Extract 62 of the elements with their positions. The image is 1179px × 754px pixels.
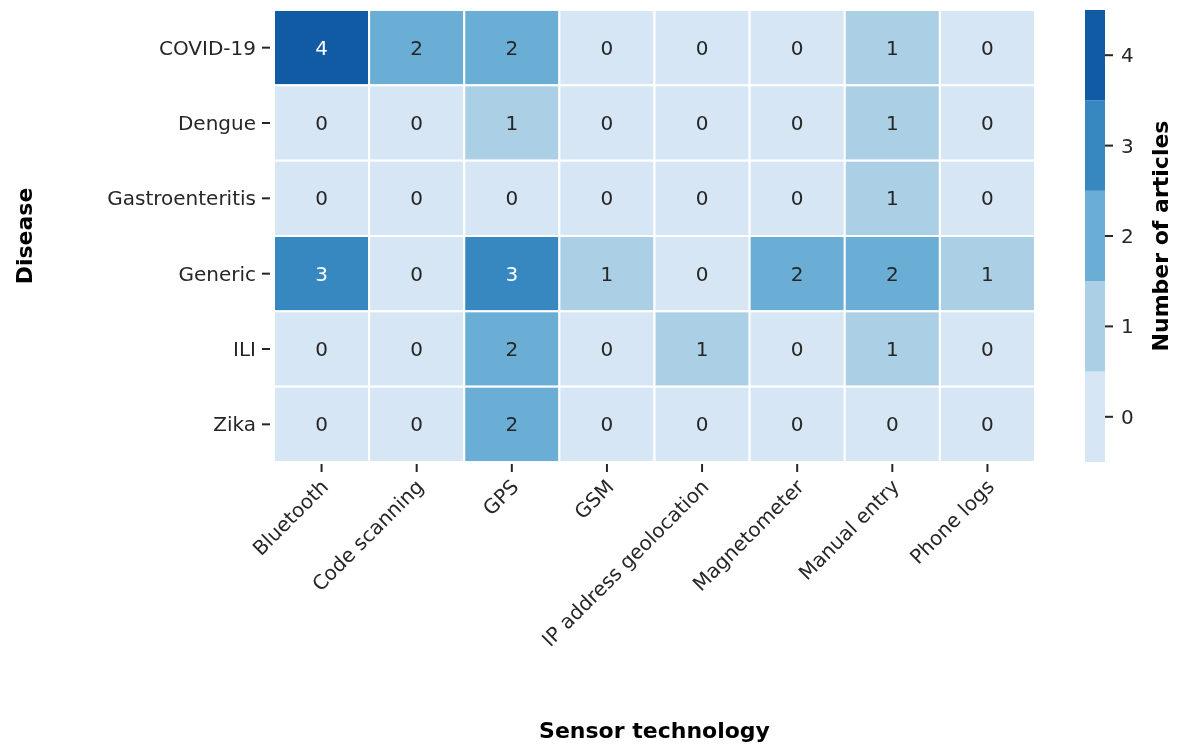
data-label: 0 [695, 35, 709, 60]
data-label: 1 [885, 35, 899, 60]
data-label: 0 [410, 186, 424, 211]
data-label: 3 [315, 261, 328, 286]
color-bar-label: 0 [1121, 404, 1134, 429]
data-label: 0 [695, 412, 709, 437]
y-tick-label: ILI [233, 337, 256, 361]
data-label: 0 [410, 412, 424, 437]
y-tick-label: Generic [178, 261, 256, 286]
data-label: 1 [505, 111, 519, 135]
data-label: 0 [790, 337, 804, 361]
data-label: 1 [981, 261, 994, 286]
data-label: 0 [600, 186, 614, 211]
data-label: 0 [695, 186, 709, 211]
y-axis-title: Disease [12, 187, 37, 285]
data-label: 0 [981, 35, 994, 60]
data-label: 0 [600, 412, 614, 437]
data-label: 0 [315, 412, 328, 437]
data-label: 3 [505, 261, 519, 286]
data-label: 2 [790, 261, 804, 286]
data-label: 0 [981, 111, 994, 135]
data-label: 0 [315, 111, 328, 135]
data-label: 0 [695, 261, 709, 286]
data-label: 0 [790, 111, 804, 135]
color-bar-label: 3 [1121, 133, 1134, 158]
data-label: 2 [505, 35, 519, 60]
x-axis-title: Sensor technology [539, 718, 770, 743]
y-tick-label: Gastroenteritis [107, 186, 256, 211]
data-label: 0 [981, 186, 994, 211]
data-label: 0 [981, 412, 994, 437]
data-label: 0 [885, 412, 899, 437]
data-label: 2 [410, 35, 424, 60]
data-label: 0 [600, 35, 614, 60]
data-label: 0 [505, 186, 519, 211]
data-label: 4 [315, 35, 328, 60]
y-tick-label: Dengue [177, 111, 256, 135]
data-label: 1 [885, 111, 899, 135]
data-label: 2 [885, 261, 899, 286]
y-tick-label: COVID-19 [158, 35, 256, 60]
data-label: 0 [695, 111, 709, 135]
data-label: 0 [315, 337, 328, 361]
data-label: 1 [600, 261, 614, 286]
data-label: 0 [410, 261, 424, 286]
data-label: 0 [790, 186, 804, 211]
data-label: 0 [790, 412, 804, 437]
data-label: 1 [885, 186, 899, 211]
data-label: 0 [315, 186, 328, 211]
data-label: 2 [505, 412, 519, 437]
color-bar-label: 4 [1121, 43, 1134, 68]
data-label: 0 [410, 111, 424, 135]
data-label: 1 [695, 337, 709, 361]
data-label: 0 [600, 337, 614, 361]
data-label: 0 [600, 111, 614, 135]
data-label: 0 [410, 337, 424, 361]
color-bar-title: Number of articles [1148, 120, 1173, 352]
data-label: 1 [885, 337, 899, 361]
color-bar-label: 1 [1121, 314, 1134, 339]
data-label: 0 [981, 337, 994, 361]
data-label: 0 [790, 35, 804, 60]
data-label: 2 [505, 337, 519, 361]
y-tick-label: Zika [213, 412, 256, 437]
color-bar-label: 2 [1121, 224, 1134, 248]
